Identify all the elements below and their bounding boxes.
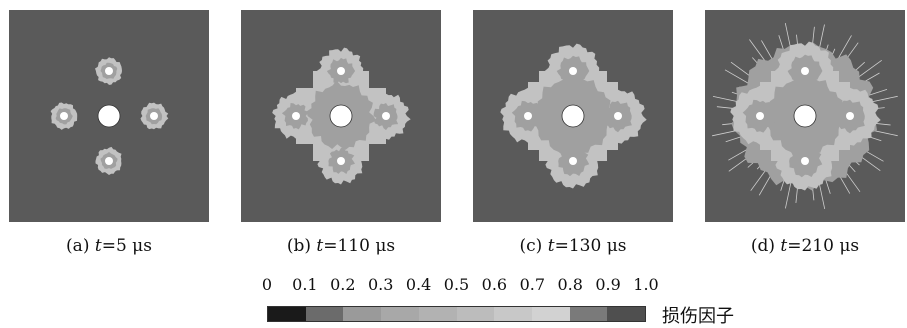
satellite-hole bbox=[614, 112, 622, 120]
caption-a: (a) t=5 μs bbox=[9, 236, 209, 256]
satellite-hole bbox=[801, 67, 809, 75]
center-hole bbox=[329, 104, 353, 128]
satellite-hole bbox=[60, 112, 68, 120]
satellite-hole bbox=[105, 67, 113, 75]
caption-a-unit: μs bbox=[132, 236, 152, 256]
caption-d-label: (d) bbox=[750, 236, 775, 256]
satellite-hole bbox=[756, 112, 764, 120]
colorbar-segment bbox=[381, 307, 419, 321]
colorbar-title: 损伤因子 bbox=[662, 306, 734, 327]
colorbar-tick-label: 0.4 bbox=[405, 275, 432, 294]
satellite-hole bbox=[337, 157, 345, 165]
panel-c bbox=[473, 10, 673, 222]
caption-a-label: (a) bbox=[66, 236, 90, 256]
colorbar: 0 0.1 0.2 0.3 0.4 0.5 0.6 0.7 0.8 0.9 1.0 bbox=[262, 275, 659, 325]
caption-b-t: t bbox=[316, 236, 324, 256]
panel-a bbox=[9, 10, 209, 222]
caption-c-value: =130 bbox=[554, 236, 602, 256]
caption-c: (c) t=130 μs bbox=[473, 236, 673, 256]
satellite-hole bbox=[337, 67, 345, 75]
colorbar-segment bbox=[343, 307, 382, 321]
caption-d: (d) t=210 μs bbox=[705, 236, 905, 256]
colorbar-segment bbox=[418, 307, 457, 321]
colorbar-segment bbox=[607, 307, 646, 321]
satellite-hole bbox=[569, 157, 577, 165]
damage-map-a bbox=[9, 10, 209, 222]
colorbar-tick-label: 1.0 bbox=[633, 275, 659, 294]
colorbar-segment bbox=[569, 307, 608, 321]
satellite-hole bbox=[150, 112, 158, 120]
panel-b bbox=[241, 10, 441, 222]
colorbar-tick-label: 0.7 bbox=[519, 275, 546, 294]
caption-d-value: =210 bbox=[787, 236, 834, 256]
colorbar-tick-label: 0.6 bbox=[481, 275, 508, 294]
colorbar-tick-label: 0.3 bbox=[367, 275, 394, 294]
colorbar-tick-label: 0.2 bbox=[330, 275, 356, 294]
colorbar-segment bbox=[268, 307, 306, 321]
satellite-hole bbox=[569, 67, 577, 75]
colorbar-segment bbox=[305, 307, 344, 321]
colorbar-segment bbox=[531, 307, 570, 321]
colorbar-tick-label: 0.1 bbox=[292, 275, 318, 294]
caption-c-unit: μs bbox=[606, 236, 627, 256]
colorbar-tick-label: 0.8 bbox=[557, 275, 583, 294]
satellite-hole bbox=[382, 112, 390, 120]
panel-d bbox=[705, 10, 905, 222]
colorbar-tick-label: 0.5 bbox=[443, 275, 470, 294]
caption-c-t: t bbox=[547, 236, 555, 256]
satellite-hole bbox=[846, 112, 854, 120]
caption-b-label: (b) bbox=[286, 236, 311, 256]
caption-b: (b) t=110 μs bbox=[241, 236, 441, 256]
caption-b-unit: μs bbox=[375, 236, 396, 256]
damage-map-b bbox=[241, 10, 441, 222]
caption-c-label: (c) bbox=[519, 236, 543, 256]
satellite-hole bbox=[801, 157, 809, 165]
center-hole bbox=[561, 104, 585, 128]
damage-map-d bbox=[705, 10, 905, 222]
center-hole bbox=[97, 104, 121, 128]
colorbar-tick-label: 0.9 bbox=[595, 275, 621, 294]
satellite-hole bbox=[524, 112, 532, 120]
colorbar-segment bbox=[456, 307, 495, 321]
caption-a-t: t bbox=[94, 236, 102, 256]
center-hole bbox=[793, 104, 817, 128]
colorbar-strip bbox=[267, 306, 646, 322]
satellite-hole bbox=[105, 157, 113, 165]
caption-a-value: =5 bbox=[101, 236, 127, 256]
caption-d-unit: μs bbox=[839, 236, 860, 256]
colorbar-segment bbox=[494, 307, 532, 321]
colorbar-tick-label: 0 bbox=[261, 275, 273, 294]
caption-b-value: =110 bbox=[323, 236, 370, 256]
satellite-hole bbox=[292, 112, 300, 120]
damage-map-c bbox=[473, 10, 673, 222]
caption-d-t: t bbox=[780, 236, 788, 256]
